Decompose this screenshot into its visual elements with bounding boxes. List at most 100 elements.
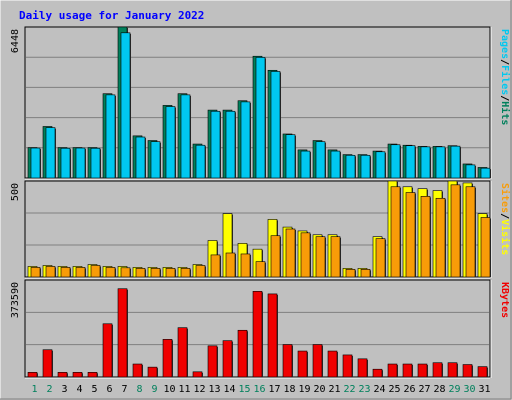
x-tick-label: 6 xyxy=(106,384,112,395)
x-tick-label: 5 xyxy=(91,384,97,395)
bar-files-day-7 xyxy=(120,32,131,179)
bar-files-day-16 xyxy=(255,57,266,179)
y-max-label: 373590 xyxy=(10,282,21,318)
bar-sites-day-6 xyxy=(105,267,116,278)
x-tick-label: 30 xyxy=(463,384,475,395)
bar-kbytes-day-24 xyxy=(372,368,383,378)
bar-files-day-14 xyxy=(225,110,236,179)
x-tick-label: 31 xyxy=(478,384,490,395)
y-max-label: 500 xyxy=(10,183,21,201)
bar-files-day-30 xyxy=(465,164,476,179)
panel-visits-sites: 500 Sites/Visits xyxy=(10,180,511,279)
bar-files-day-29 xyxy=(450,145,461,179)
x-axis-labels: 1 2 3 4 5 6 7 8 9 10 11 12 13 14 15 16 17 18 19 20 21 22 23 24 2… xyxy=(31,384,490,395)
bar-kbytes-day-7 xyxy=(117,288,128,378)
bar-sites-day-28 xyxy=(435,197,446,278)
bar-files-day-11 xyxy=(180,94,191,179)
bar-sites-day-17 xyxy=(270,235,281,278)
bar-kbytes-day-27 xyxy=(417,363,428,378)
bar-files-day-8 xyxy=(135,136,146,179)
bar-files-day-15 xyxy=(240,101,251,179)
x-tick-label: 20 xyxy=(313,384,325,395)
bar-sites-day-13 xyxy=(210,254,221,278)
bar-files-day-23 xyxy=(360,154,371,179)
x-tick-label: 21 xyxy=(328,384,340,395)
bar-sites-day-31 xyxy=(480,217,491,278)
bar-kbytes-day-25 xyxy=(387,363,398,378)
bar-files-day-21 xyxy=(330,150,341,179)
legend: KBytes xyxy=(499,282,510,318)
chart-title: Daily usage for January 2022 xyxy=(19,9,204,22)
x-tick-label: 19 xyxy=(298,384,310,395)
bar-kbytes-day-15 xyxy=(237,329,248,378)
legend-separator: / xyxy=(499,95,510,101)
x-tick-label: 13 xyxy=(208,384,220,395)
bar-kbytes-day-3 xyxy=(57,372,68,378)
x-tick-label: 9 xyxy=(151,384,157,395)
legend: Sites/Visits xyxy=(499,183,511,255)
x-tick-label: 7 xyxy=(121,384,127,395)
bar-sites-day-27 xyxy=(420,196,431,278)
y-max-label: 6448 xyxy=(10,29,21,53)
bar-kbytes-day-16 xyxy=(252,291,263,378)
x-tick-label: 28 xyxy=(433,384,445,395)
bar-kbytes-day-11 xyxy=(177,327,188,378)
bar-sites-day-18 xyxy=(285,228,296,278)
x-tick-label: 2 xyxy=(46,384,52,395)
x-tick-label: 11 xyxy=(178,384,190,395)
bar-sites-day-11 xyxy=(180,268,191,278)
bar-sites-day-1 xyxy=(30,267,41,278)
bar-sites-day-9 xyxy=(150,268,161,278)
bar-sites-day-24 xyxy=(375,238,386,278)
bar-files-day-26 xyxy=(405,145,416,179)
x-tick-label: 22 xyxy=(343,384,355,395)
x-tick-label: 12 xyxy=(193,384,205,395)
bar-kbytes-day-9 xyxy=(147,366,158,378)
bar-kbytes-day-21 xyxy=(327,350,338,378)
x-tick-label: 10 xyxy=(163,384,175,395)
bar-sites-day-19 xyxy=(300,232,311,278)
bar-files-day-25 xyxy=(390,144,401,179)
bar-files-day-19 xyxy=(300,150,311,179)
bar-sites-day-20 xyxy=(315,236,326,278)
bar-kbytes-day-5 xyxy=(87,372,98,378)
bar-sites-day-3 xyxy=(60,267,71,278)
bar-kbytes-day-4 xyxy=(72,372,83,378)
bar-kbytes-day-20 xyxy=(312,344,323,378)
bar-sites-day-4 xyxy=(75,267,86,278)
legend: Pages/Files/Hits xyxy=(499,29,511,125)
bar-kbytes-day-17 xyxy=(267,293,278,378)
legend-entry-hits: Hits xyxy=(499,101,511,125)
bar-files-day-28 xyxy=(435,146,446,179)
bar-files-day-31 xyxy=(480,167,491,179)
x-tick-label: 29 xyxy=(448,384,460,395)
bar-files-day-24 xyxy=(375,151,386,179)
x-tick-label: 17 xyxy=(268,384,280,395)
bar-sites-day-30 xyxy=(465,186,476,278)
bar-kbytes-day-22 xyxy=(342,354,353,378)
bar-kbytes-day-19 xyxy=(297,350,308,378)
panel-hits-files-pages: 6448 Pages/Files/Hits xyxy=(10,26,511,180)
bar-files-day-10 xyxy=(165,106,176,179)
bar-files-day-2 xyxy=(45,127,56,179)
bar-files-day-9 xyxy=(150,141,161,179)
bar-files-day-6 xyxy=(105,94,116,179)
bar-sites-day-2 xyxy=(45,266,56,278)
x-tick-label: 15 xyxy=(238,384,250,395)
x-tick-label: 23 xyxy=(358,384,370,395)
bar-sites-day-7 xyxy=(120,267,131,278)
x-tick-label: 16 xyxy=(253,384,265,395)
bar-kbytes-day-31 xyxy=(477,366,488,378)
x-tick-label: 27 xyxy=(418,384,430,395)
bar-kbytes-day-26 xyxy=(402,363,413,378)
bar-kbytes-day-1 xyxy=(27,372,38,378)
x-tick-label: 14 xyxy=(223,384,235,395)
x-tick-label: 3 xyxy=(61,384,67,395)
bar-kbytes-day-8 xyxy=(132,363,143,378)
x-tick-label: 1 xyxy=(31,384,37,395)
bar-files-day-12 xyxy=(195,144,206,179)
bar-files-day-27 xyxy=(420,146,431,179)
bar-files-day-4 xyxy=(75,147,86,179)
bar-sites-day-12 xyxy=(195,265,206,278)
bar-sites-day-21 xyxy=(330,236,341,278)
